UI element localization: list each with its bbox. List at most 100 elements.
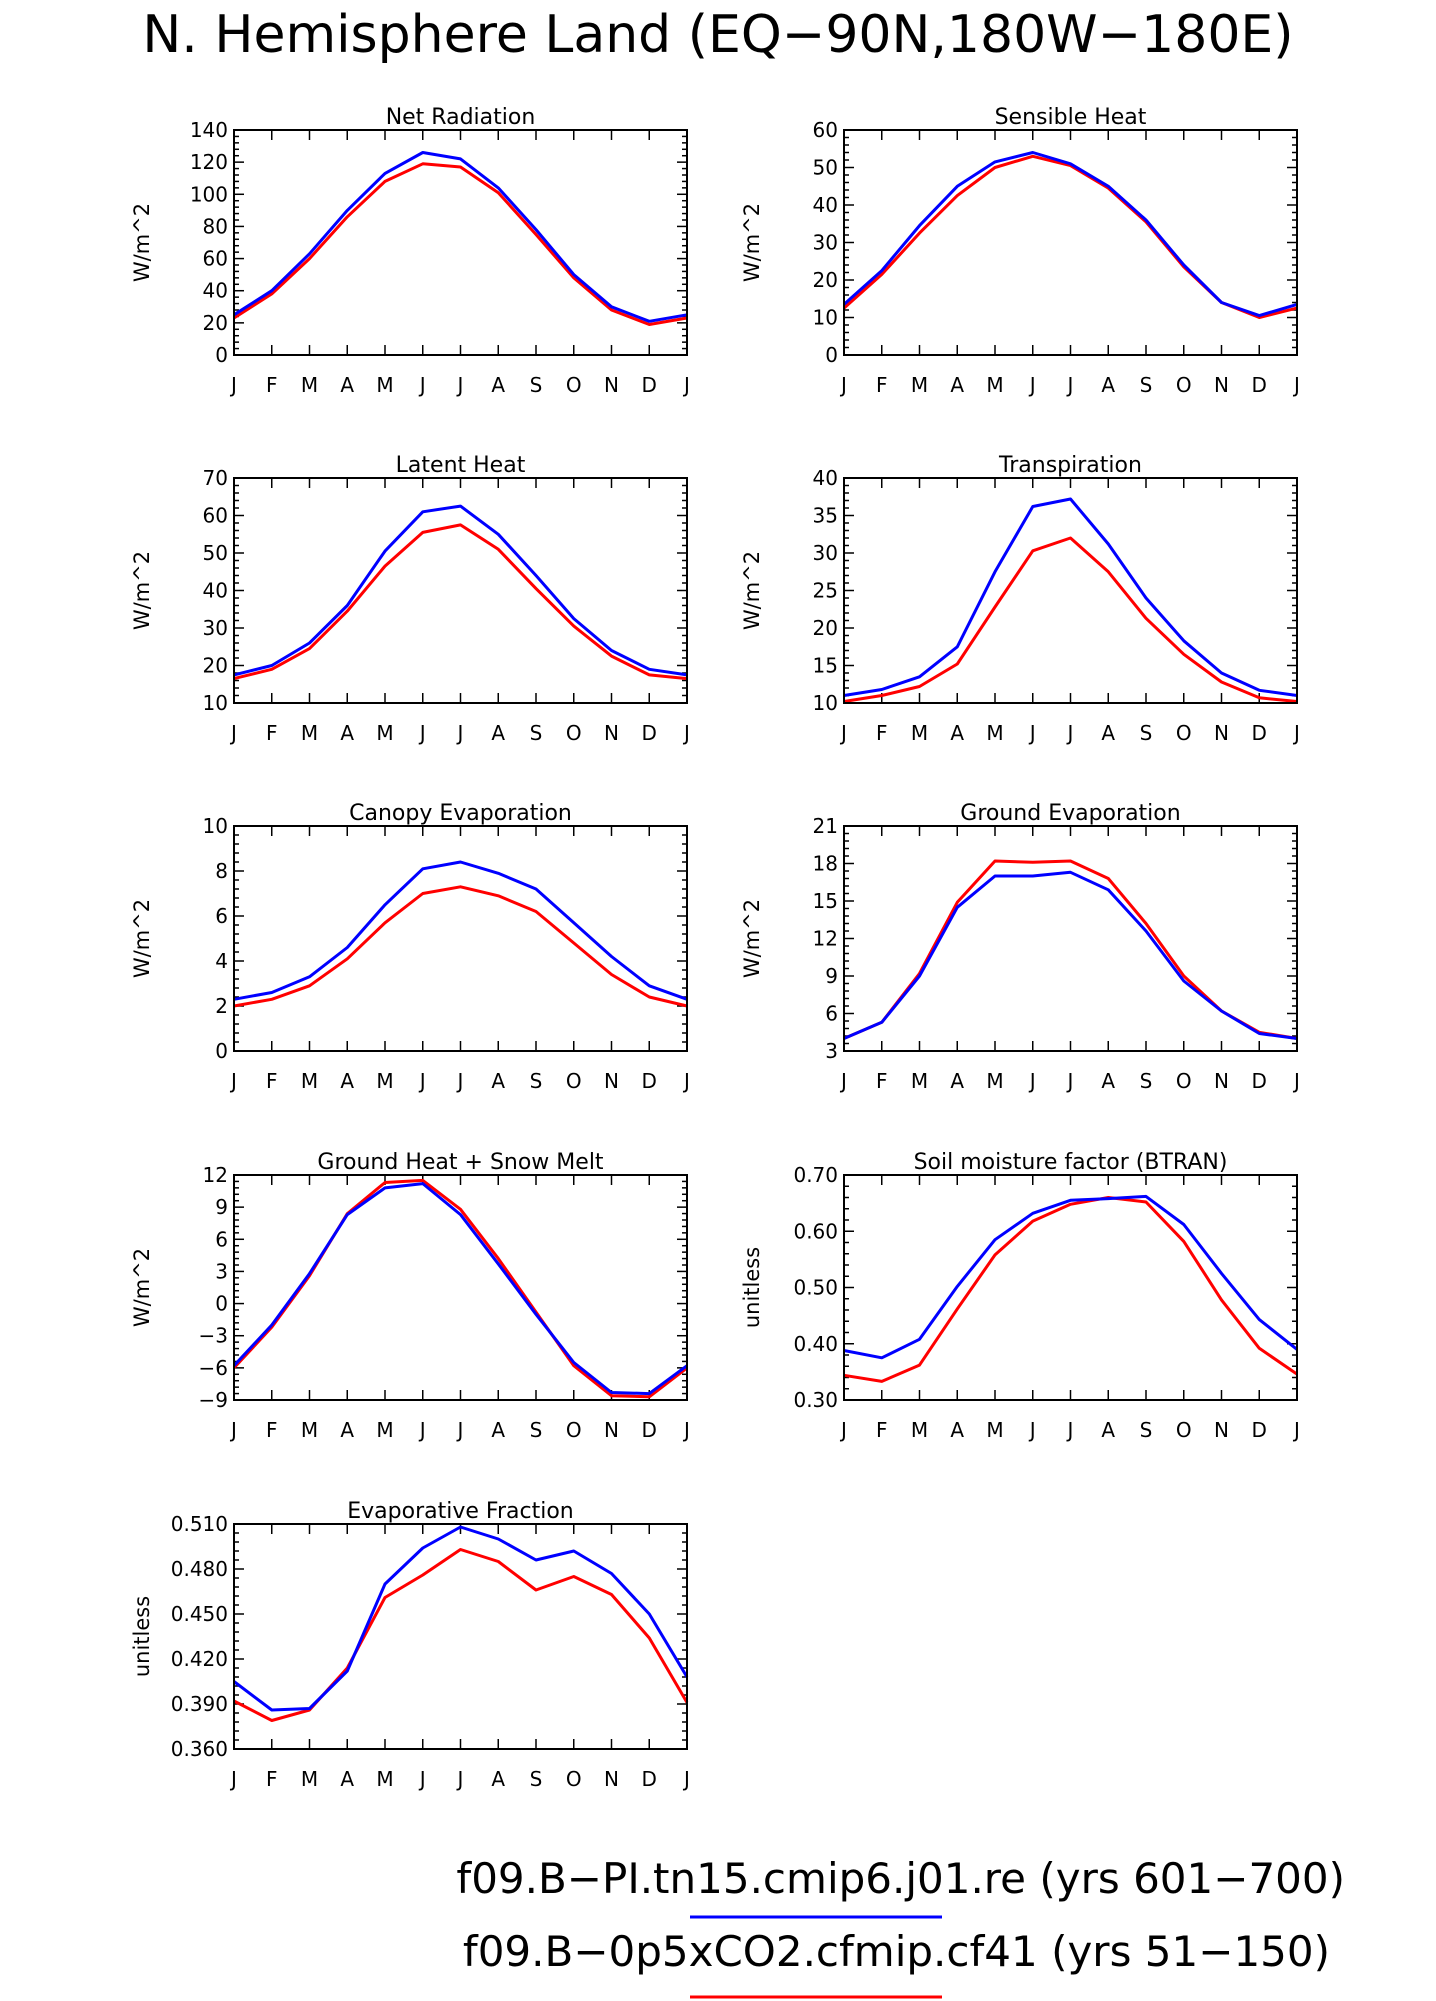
y-tick-label: 40 <box>813 193 838 217</box>
x-tick-label: S <box>1140 1069 1153 1093</box>
y-tick-label: 15 <box>813 889 838 913</box>
x-tick-label: J <box>1292 1069 1300 1093</box>
x-tick-label: J <box>418 1418 426 1442</box>
x-tick-label: N <box>1214 1418 1229 1442</box>
x-tick-label: M <box>911 721 928 745</box>
plot-frame <box>843 477 1298 704</box>
x-tick-label: A <box>1101 721 1115 745</box>
x-tick-label: J <box>1028 1418 1036 1442</box>
y-tick-label: 4 <box>215 949 228 973</box>
y-axis-label: W/m^2 <box>130 1248 154 1327</box>
plot-frame <box>233 477 688 704</box>
x-tick-label: J <box>456 1069 464 1093</box>
x-tick-label: N <box>604 1418 619 1442</box>
y-tick-label: 0.70 <box>793 1163 838 1187</box>
x-tick-label: A <box>491 1418 505 1442</box>
x-tick-label: N <box>1214 721 1229 745</box>
x-tick-label: M <box>301 1418 318 1442</box>
x-tick-label: N <box>604 1069 619 1093</box>
y-tick-label: 20 <box>813 268 838 292</box>
plot-frame <box>843 129 1298 356</box>
y-axis-label: W/m^2 <box>740 899 764 978</box>
x-tick-label: F <box>876 1418 888 1442</box>
x-tick-label: J <box>839 721 847 745</box>
x-tick-label: N <box>604 1767 619 1791</box>
y-tick-label: 50 <box>813 156 838 180</box>
y-tick-label: 21 <box>813 814 838 838</box>
y-tick-label: 40 <box>203 579 228 603</box>
x-tick-label: J <box>682 1418 690 1442</box>
y-tick-label: 100 <box>190 182 228 206</box>
x-tick-label: M <box>911 1418 928 1442</box>
series-line-0 <box>233 1525 689 1712</box>
panel-title: Canopy Evaporation <box>349 801 572 826</box>
x-tick-label: J <box>682 1069 690 1093</box>
plot-frame <box>233 1523 688 1750</box>
x-tick-label: J <box>1066 1069 1074 1093</box>
x-tick-label: O <box>1176 1069 1192 1093</box>
x-tick-label: O <box>566 721 582 745</box>
y-tick-label: 2 <box>215 994 228 1018</box>
y-tick-label: 60 <box>203 247 228 271</box>
y-tick-label: 0 <box>215 343 228 367</box>
series-line-1 <box>233 162 688 326</box>
y-axis-label: unitless <box>740 1247 764 1328</box>
x-tick-label: A <box>491 373 505 397</box>
x-tick-label: J <box>456 1767 464 1791</box>
x-tick-label: S <box>530 721 543 745</box>
y-tick-label: 0 <box>215 1292 228 1316</box>
x-tick-label: J <box>1292 721 1300 745</box>
y-tick-label: 0.30 <box>793 1388 838 1412</box>
series-line-1 <box>843 1196 1298 1383</box>
y-axis-label: W/m^2 <box>130 899 154 978</box>
legend: f09.B−PI.tn15.cmip6.j01.re (yrs 601−700)… <box>456 1854 1345 1999</box>
y-tick-label: 120 <box>190 150 228 174</box>
x-tick-label: A <box>491 1069 505 1093</box>
x-tick-label: J <box>1028 373 1036 397</box>
x-tick-label: A <box>1101 373 1115 397</box>
x-tick-label: F <box>266 721 278 745</box>
y-tick-label: 10 <box>203 691 228 715</box>
panel-title: Soil moisture factor (BTRAN) <box>914 1150 1228 1175</box>
x-tick-label: S <box>530 373 543 397</box>
x-tick-label: J <box>456 721 464 745</box>
x-tick-label: S <box>1140 373 1153 397</box>
x-tick-label: J <box>418 721 426 745</box>
x-tick-label: M <box>376 1069 393 1093</box>
series-line-1 <box>233 1548 689 1722</box>
x-tick-label: J <box>229 721 237 745</box>
series-line-0 <box>843 870 1298 1040</box>
y-tick-label: 6 <box>825 1002 838 1026</box>
x-tick-label: M <box>911 1069 928 1093</box>
y-tick-label: 0.420 <box>171 1647 228 1671</box>
y-axis-label: W/m^2 <box>740 551 764 630</box>
panel-6: Ground Heat + Snow Melt W/m^2 −9 −6 −3 0 3 6 9 12… <box>130 1150 690 1442</box>
x-tick-label: O <box>566 373 582 397</box>
x-tick-label: S <box>530 1767 543 1791</box>
series-line-0 <box>233 151 688 323</box>
x-tick-label: S <box>1140 721 1153 745</box>
y-tick-label: 0.40 <box>793 1332 838 1356</box>
x-tick-label: J <box>1292 1418 1300 1442</box>
x-tick-label: J <box>418 1767 426 1791</box>
y-tick-label: 0.50 <box>793 1276 838 1300</box>
y-tick-label: 60 <box>813 118 838 142</box>
x-tick-label: A <box>491 1767 505 1791</box>
x-tick-label: J <box>839 1069 847 1093</box>
x-tick-label: A <box>340 1069 354 1093</box>
x-tick-label: M <box>986 721 1003 745</box>
x-tick-label: M <box>301 721 318 745</box>
x-tick-label: D <box>1252 1069 1267 1093</box>
panel-8: Evaporative Fraction unitless 0.360 0.390 0.… <box>130 1499 690 1791</box>
y-tick-label: 40 <box>203 279 228 303</box>
x-tick-label: J <box>229 373 237 397</box>
x-tick-label: S <box>1140 1418 1153 1442</box>
x-tick-label: D <box>1252 373 1267 397</box>
x-tick-label: J <box>1066 1418 1074 1442</box>
x-tick-label: D <box>642 1767 657 1791</box>
